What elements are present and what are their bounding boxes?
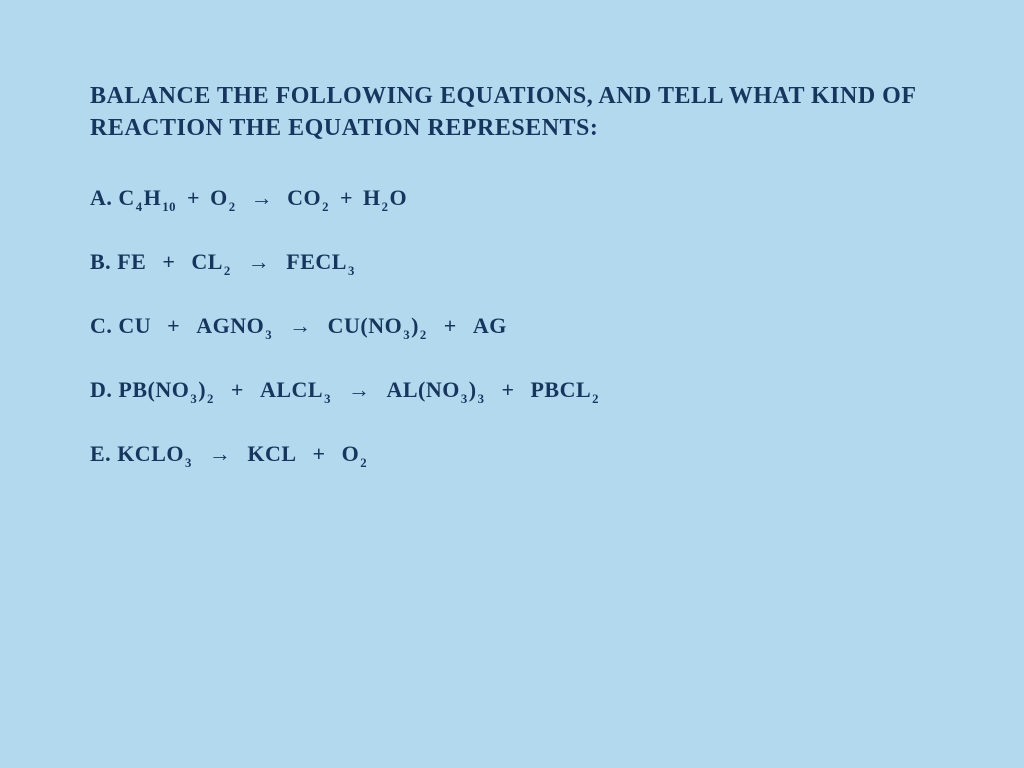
reaction-arrow-icon: → — [251, 185, 274, 211]
chemical-formula: KClO3 — [117, 441, 193, 467]
plus-sign: + — [187, 185, 200, 211]
chemical-formula: PbCl2 — [530, 377, 600, 403]
chemical-formula: H2O — [363, 185, 407, 211]
reaction-arrow-icon: → — [348, 377, 371, 403]
chemical-formula: Pb(NO3)2 — [118, 377, 215, 403]
chemical-formula: Cl2 — [191, 249, 231, 275]
equation-row: A.C4H10 + O2 → CO2 + H2O — [90, 185, 934, 211]
plus-sign: + — [162, 249, 175, 275]
chemical-formula: C4H10 — [118, 185, 177, 211]
chemical-formula: Cu(NO3)2 — [328, 313, 428, 339]
chemical-formula: Al(NO3)3 — [386, 377, 485, 403]
chemical-formula: CO2 — [287, 185, 330, 211]
plus-sign: + — [501, 377, 514, 403]
equation-row: C.Cu + AgNO3 → Cu(NO3)2 + Ag — [90, 313, 934, 339]
chemical-formula: O2 — [210, 185, 237, 211]
reaction-arrow-icon: → — [209, 441, 232, 467]
equation-row: E.KClO3 → KCl + O2 — [90, 441, 934, 467]
equation-list: A.C4H10 + O2 → CO2 + H2O B.Fe + Cl2 → FeCl3 C.Cu + AgN… — [90, 185, 934, 467]
chemical-formula: AlCl3 — [260, 377, 332, 403]
plus-sign: + — [313, 441, 326, 467]
chemical-formula: O2 — [342, 441, 369, 467]
chemical-formula: Ag — [473, 313, 507, 339]
plus-sign: + — [340, 185, 353, 211]
equation-label: E. — [90, 441, 111, 467]
reaction-arrow-icon: → — [289, 313, 312, 339]
chemical-formula: AgNO3 — [196, 313, 273, 339]
plus-sign: + — [167, 313, 180, 339]
chemical-formula: Fe — [117, 249, 146, 275]
equation-label: A. — [90, 185, 112, 211]
chemical-formula: Cu — [118, 313, 151, 339]
plus-sign: + — [444, 313, 457, 339]
equation-row: D.Pb(NO3)2 + AlCl3 → Al(NO3)3 + PbCl2 — [90, 377, 934, 403]
equation-label: B. — [90, 249, 111, 275]
reaction-arrow-icon: → — [248, 249, 271, 275]
equation-label: D. — [90, 377, 112, 403]
equation-row: B.Fe + Cl2 → FeCl3 — [90, 249, 934, 275]
chemical-formula: FeCl3 — [286, 249, 356, 275]
instruction-heading: Balance the following equations, and tel… — [90, 80, 934, 145]
plus-sign: + — [231, 377, 244, 403]
equation-label: C. — [90, 313, 112, 339]
chemical-formula: KCl — [247, 441, 296, 467]
